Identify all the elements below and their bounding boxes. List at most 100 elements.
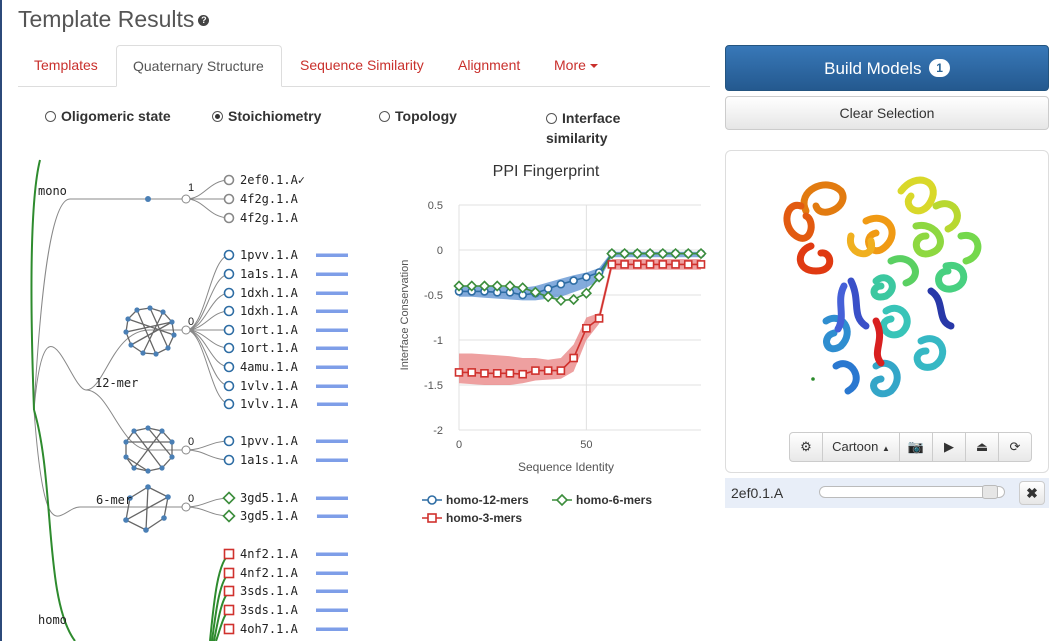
template-leaf[interactable]: 4f2g.1.A	[223, 211, 299, 225]
cartoon-style-dropdown[interactable]: Cartoon ▲	[822, 432, 900, 462]
legend-item[interactable]: homo-3-mers	[422, 511, 522, 525]
template-label: 4nf2.1.A	[240, 547, 299, 561]
node-count: 0	[188, 493, 194, 505]
group-label-mono: mono	[38, 184, 67, 198]
tab-sequence-similarity[interactable]: Sequence Similarity	[284, 45, 440, 86]
structure-viewer[interactable]: ⚙ Cartoon ▲ 📷 ▶ ⏏ ⟳	[725, 150, 1049, 473]
template-marker-square	[223, 548, 235, 560]
template-leaf[interactable]: 1ort.1.A	[223, 323, 349, 337]
selected-template-row: 2ef0.1.A ✖	[725, 478, 1049, 508]
data-point	[620, 260, 629, 269]
radio-label: Oligomeric state	[61, 108, 171, 124]
question-circle-icon[interactable]: ?	[198, 15, 210, 27]
similarity-bar	[316, 328, 348, 332]
template-leaf[interactable]: 4amu.1.A	[223, 360, 349, 374]
data-point	[633, 260, 642, 269]
clear-selection-button[interactable]: Clear Selection	[725, 96, 1049, 130]
template-leaf[interactable]: 2ef0.1.A✓	[223, 173, 306, 187]
refresh-icon: ⟳	[1009, 439, 1021, 454]
template-label: 4nf2.1.A	[240, 566, 299, 580]
template-marker-circle	[223, 361, 235, 373]
tree-node[interactable]	[181, 325, 191, 335]
remove-selection-button[interactable]: ✖	[1019, 481, 1045, 505]
left-window-border	[0, 0, 2, 641]
data-point	[669, 247, 682, 260]
tree-node[interactable]	[181, 194, 191, 204]
y-tick-label: -1.5	[424, 380, 443, 392]
data-point	[582, 324, 591, 333]
template-leaf[interactable]: 4oh7.1.A	[223, 622, 349, 636]
template-marker-circle	[223, 249, 235, 261]
data-point	[478, 280, 491, 292]
radio-topology[interactable]: Topology	[379, 108, 457, 124]
tree-node[interactable]	[181, 445, 191, 455]
screenshot-button[interactable]: 📷	[899, 432, 933, 462]
similarity-bar	[316, 384, 348, 388]
data-point	[491, 280, 503, 292]
data-point	[568, 293, 580, 306]
radio-interface-similarity[interactable]: Interface similarity	[546, 108, 620, 148]
template-leaf[interactable]: 4nf2.1.A	[223, 566, 349, 580]
settings-button[interactable]: ⚙	[789, 432, 823, 462]
template-leaf[interactable]: 1dxh.1.A	[223, 304, 349, 318]
eject-icon: ⏏	[975, 439, 989, 454]
template-leaf[interactable]: 3gd5.1.A	[222, 491, 349, 505]
slider-handle[interactable]	[981, 485, 998, 499]
similarity-bar	[316, 291, 348, 295]
template-leaf[interactable]: 1dxh.1.A	[223, 286, 349, 300]
data-point	[543, 366, 553, 375]
tab-templates[interactable]: Templates	[18, 45, 114, 86]
ppi-fingerprint-chart: PPI Fingerprint 0.5 0 -0.5 -1 -1.5 -2 0 50 Sequ…	[399, 163, 707, 525]
template-leaf[interactable]: 1vlv.1.A	[223, 397, 349, 411]
opacity-slider[interactable]	[819, 485, 1005, 499]
template-leaf[interactable]: 1pvv.1.A	[223, 248, 349, 262]
style-label: Cartoon	[832, 439, 879, 454]
legend-item[interactable]: homo-6-mers	[552, 493, 652, 507]
data-point	[556, 366, 566, 375]
reset-view-button[interactable]: ⟳	[998, 432, 1032, 462]
radio-label: Interface	[562, 110, 621, 126]
template-leaf[interactable]: 1a1s.1.A	[223, 267, 349, 281]
template-leaf[interactable]: 3sds.1.A	[223, 584, 349, 598]
template-marker-circle	[223, 287, 235, 299]
eject-button[interactable]: ⏏	[965, 432, 999, 462]
template-leaf[interactable]: 3gd5.1.A	[222, 509, 349, 523]
protein-cartoon-render	[783, 176, 982, 398]
radio-button-icon	[546, 113, 557, 124]
template-marker-circle	[223, 324, 235, 336]
caret-down-icon	[589, 64, 598, 69]
radio-oligomeric-state[interactable]: Oligomeric state	[45, 108, 171, 124]
template-leaf[interactable]: 4nf2.1.A	[223, 547, 349, 561]
similarity-bar	[316, 552, 348, 556]
template-label: 1ort.1.A	[240, 341, 299, 355]
data-point	[466, 280, 478, 292]
tab-quaternary-structure[interactable]: Quaternary Structure	[116, 45, 282, 87]
legend-item[interactable]: homo-12-mers	[422, 493, 529, 507]
tab-more-dropdown[interactable]: More	[538, 45, 614, 86]
build-models-button[interactable]: Build Models 1	[725, 45, 1049, 91]
template-leaf[interactable]: 1a1s.1.A	[223, 453, 349, 467]
template-label: 3sds.1.A	[240, 603, 299, 617]
similarity-bar	[316, 571, 348, 575]
group-label-12-mer: 12-mer	[95, 376, 138, 390]
template-marker-circle	[223, 174, 235, 186]
template-leaf[interactable]: 1ort.1.A	[223, 341, 349, 355]
stoichiometry-tree: mono 12-mer 6-mer homo 1 0 0 0 2ef0.1.A✓…	[30, 159, 349, 641]
template-label: 3sds.1.A	[240, 584, 299, 598]
y-tick-label: 0	[437, 245, 443, 257]
camera-icon: 📷	[907, 439, 925, 454]
template-leaf[interactable]: 3sds.1.A	[223, 603, 349, 617]
radio-label: Topology	[395, 108, 457, 124]
tree-branch-homo-trimer	[33, 409, 76, 641]
x-tick-label: 50	[580, 439, 592, 451]
template-leaf[interactable]: 1vlv.1.A	[223, 379, 349, 393]
radio-stoichiometry[interactable]: Stoichiometry	[212, 108, 321, 124]
tree-node[interactable]	[181, 502, 191, 512]
template-marker-circle	[223, 454, 235, 466]
template-leaf[interactable]: 1pvv.1.A	[223, 434, 349, 448]
template-leaf[interactable]: 4f2g.1.A	[223, 192, 299, 206]
tab-alignment[interactable]: Alignment	[442, 45, 536, 86]
template-marker-circle	[223, 398, 235, 410]
play-button[interactable]: ▶	[932, 432, 966, 462]
build-models-label: Build Models	[824, 59, 922, 78]
